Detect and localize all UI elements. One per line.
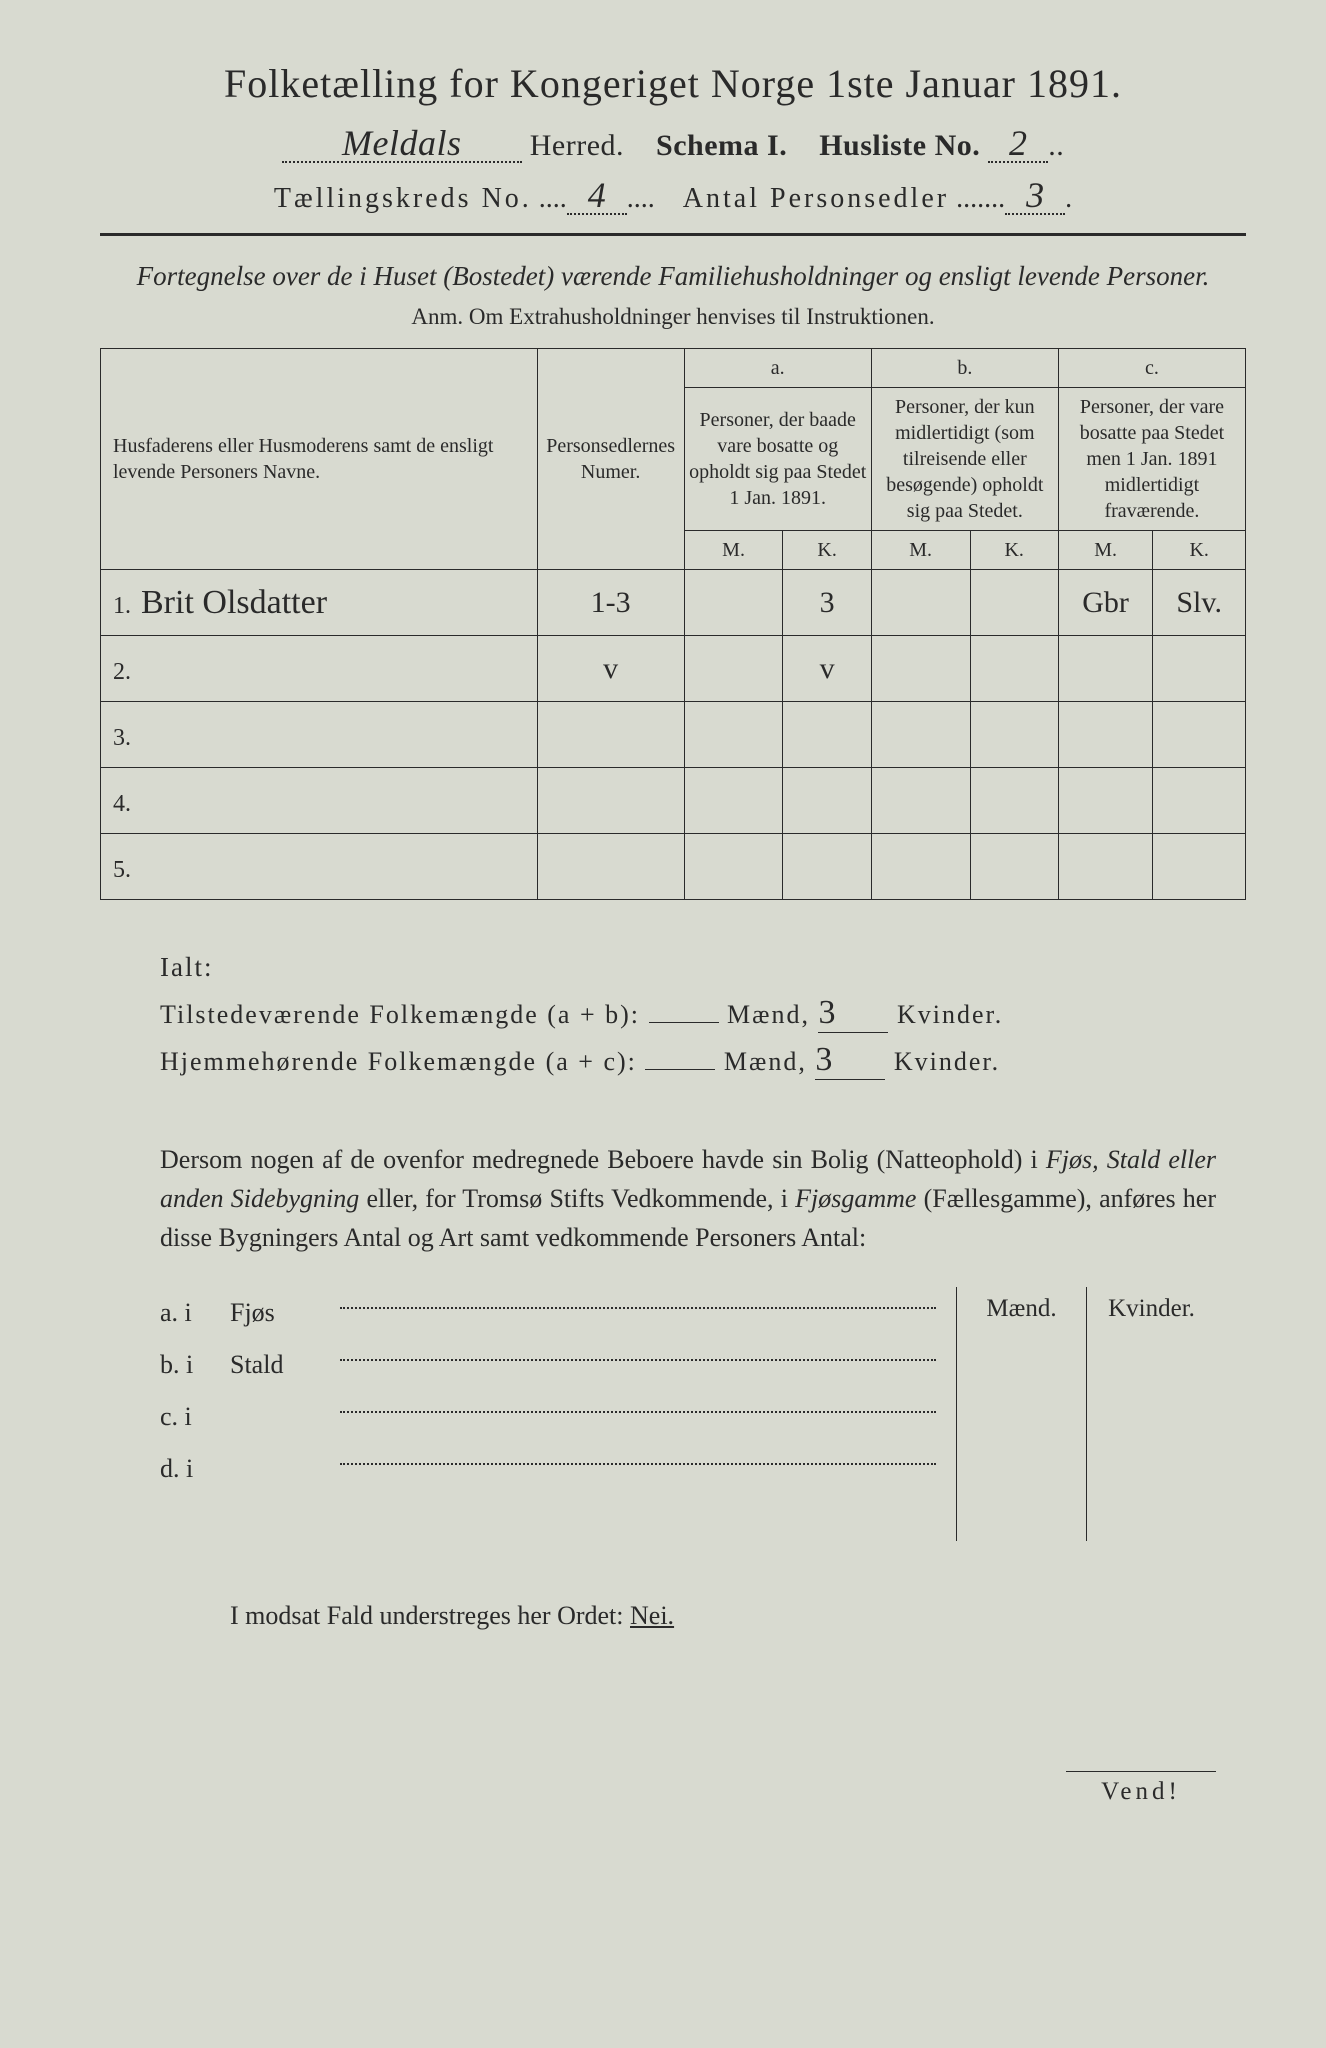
col-a-k: K.: [783, 531, 871, 570]
nei-word: Nei.: [630, 1601, 674, 1630]
table-row: 3.: [101, 702, 1246, 768]
totals-row-2: Hjemmehørende Folkemængde (a + c): Mænd,…: [160, 1041, 1246, 1080]
col-b-header: Personer, der kun midlertidigt (som tilr…: [871, 388, 1058, 531]
modsat-text: I modsat Fald understreges her Ordet:: [230, 1601, 630, 1630]
ialt-label: Ialt:: [160, 940, 1246, 994]
mk-box: Mænd. Kvinder.: [956, 1287, 1216, 1541]
schema-label: Schema I.: [656, 129, 787, 162]
mk-col-m: [956, 1331, 1086, 1541]
ialt-block: Ialt:: [160, 940, 1246, 994]
mk-maend: Mænd.: [956, 1287, 1086, 1331]
col-a-label: a.: [684, 349, 871, 388]
vend-footer: Vend!: [100, 1771, 1216, 1806]
col-c-k: K.: [1153, 531, 1246, 570]
mk-col-k: [1086, 1331, 1216, 1541]
col-c-header: Personer, der vare bosatte paa Stedet me…: [1058, 388, 1245, 531]
table-row: 5.: [101, 834, 1246, 900]
maend-label2: Mænd,: [724, 1047, 807, 1076]
header-line-2: Tællingskreds No. ....4.... Antal Person…: [100, 177, 1246, 215]
husliste-label: Husliste No.: [819, 129, 980, 162]
col-b-k: K.: [970, 531, 1058, 570]
building-row: d. i: [160, 1443, 956, 1495]
col-numer-header: Personsedlernes Numer.: [537, 349, 684, 570]
mk-kvinder: Kvinder.: [1086, 1287, 1216, 1331]
modsat-line: I modsat Fald understreges her Ordet: Ne…: [230, 1601, 1246, 1631]
totals-row-1: Tilstedeværende Folkemængde (a + b): Mæn…: [160, 994, 1246, 1033]
kvinder-label2: Kvinder.: [894, 1047, 1000, 1076]
census-form: Folketælling for Kongeriget Norge 1ste J…: [100, 60, 1246, 1806]
herred-value: Meldals: [342, 123, 461, 163]
census-table: Husfaderens eller Husmoderens samt de en…: [100, 348, 1246, 900]
line2-label: Hjemmehørende Folkemængde (a + c):: [160, 1047, 637, 1076]
p1a: Dersom nogen af de ovenfor medregnede Be…: [160, 1145, 1046, 1174]
col-b-m: M.: [871, 531, 970, 570]
husliste-value: 2: [1009, 123, 1028, 163]
kreds-value: 4: [588, 175, 606, 215]
dersom-paragraph: Dersom nogen af de ovenfor medregnede Be…: [160, 1140, 1216, 1257]
building-row: a. iFjøs: [160, 1287, 956, 1339]
col-a-m: M.: [684, 531, 783, 570]
herred-label: Herred.: [530, 129, 624, 162]
divider: [100, 233, 1246, 236]
page-title: Folketælling for Kongeriget Norge 1ste J…: [100, 60, 1246, 107]
col-c-m: M.: [1058, 531, 1152, 570]
maend-label: Mænd,: [727, 1000, 810, 1029]
building-row: c. i: [160, 1391, 956, 1443]
vend-text: Vend!: [1066, 1771, 1216, 1806]
kreds-label: Tællingskreds No.: [274, 183, 532, 214]
anm-text: Anm. Om Extrahusholdninger henvises til …: [100, 304, 1246, 330]
table-row: 4.: [101, 768, 1246, 834]
fortegnelse-text: Fortegnelse over de i Huset (Bostedet) v…: [120, 258, 1226, 294]
kvinder-label: Kvinder.: [897, 1000, 1003, 1029]
antal-label: Antal Personsedler: [683, 183, 949, 214]
col-c-label: c.: [1058, 349, 1245, 388]
table-row: 2.vv: [101, 636, 1246, 702]
col-b-label: b.: [871, 349, 1058, 388]
col-a-header: Personer, der baade vare bosatte og opho…: [684, 388, 871, 531]
building-row: b. iStald: [160, 1339, 956, 1391]
building-list: a. iFjøsb. iStaldc. id. i: [160, 1287, 956, 1541]
line1-label: Tilstedeværende Folkemængde (a + b):: [160, 1000, 640, 1029]
building-block: a. iFjøsb. iStaldc. id. i Mænd. Kvinder.: [160, 1287, 1216, 1541]
header-line-1: Meldals Herred. Schema I. Husliste No. 2…: [100, 125, 1246, 163]
p1c: eller, for Tromsø Stifts Vedkommende, i: [359, 1184, 795, 1213]
col-names-header: Husfaderens eller Husmoderens samt de en…: [101, 349, 538, 570]
table-row: 1.Brit Olsdatter1-33GbrSlv.: [101, 570, 1246, 636]
antal-value: 3: [1026, 175, 1044, 215]
v1k: 3: [818, 994, 837, 1031]
p1d: Fjøsgamme: [795, 1184, 916, 1213]
v2k: 3: [815, 1041, 834, 1078]
